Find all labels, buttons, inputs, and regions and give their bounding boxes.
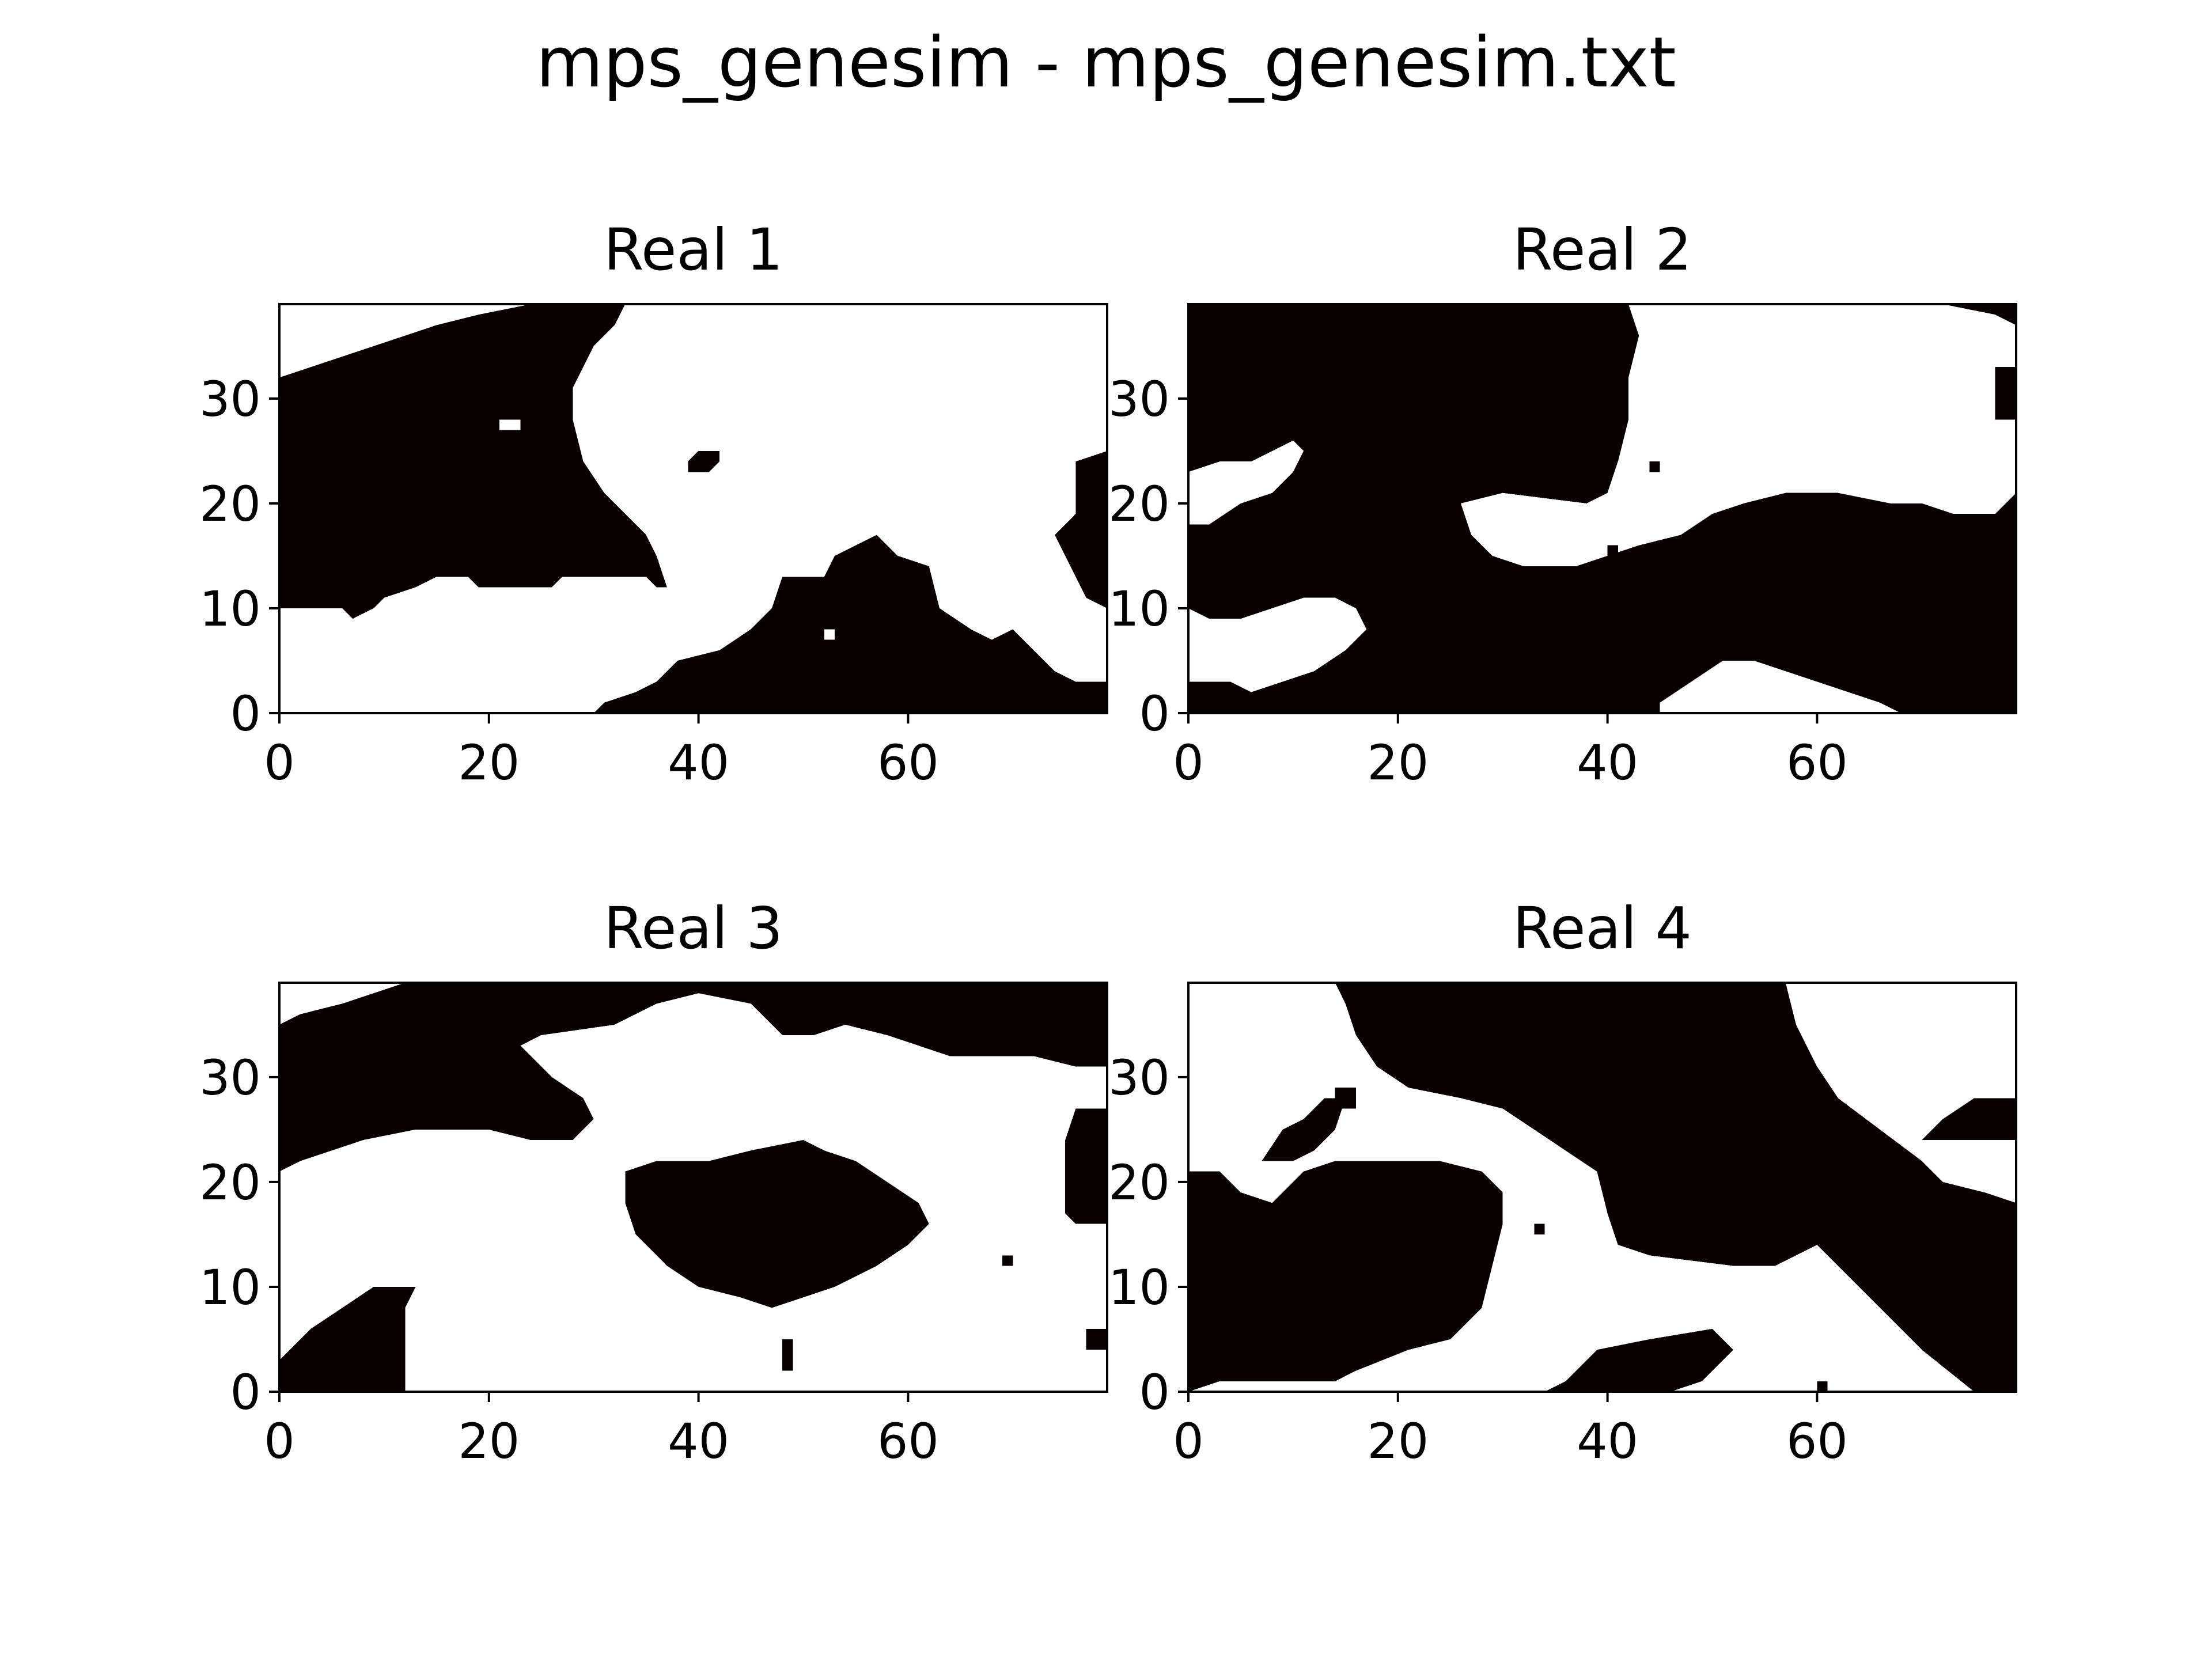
facies-0-region: [1460, 304, 2016, 567]
facies-1-region: [1534, 1224, 1545, 1234]
facies-1-region: [688, 450, 719, 472]
x-tick-label: 40: [1577, 734, 1638, 791]
facies-1-region: [1065, 1108, 1107, 1224]
y-tick-label: 30: [199, 371, 261, 427]
facies-1-region: [1002, 1255, 1013, 1266]
y-tick-label: 0: [230, 685, 261, 742]
axes-frame: [1187, 303, 2017, 714]
subplot-real-3: Real 3 0 20 40 60 0 10 20 30: [199, 895, 1108, 1469]
facies-1-region: [625, 1140, 929, 1308]
y-tick-label: 10: [1108, 581, 1170, 637]
subplot-title: Real 4: [1513, 895, 1692, 962]
facies-1-region: [279, 304, 667, 619]
facies-field: [1188, 983, 2016, 1392]
facies-1-region: [1817, 1381, 1828, 1392]
facies-field: [1188, 304, 2016, 713]
y-tick-label: 0: [1139, 685, 1170, 742]
facies-field: [279, 304, 1107, 713]
facies-1-region: [1995, 367, 2016, 420]
y-tick-label: 0: [1139, 1364, 1170, 1421]
subplot-real-1: Real 1 0 20 40 60 0 10 20 30: [199, 216, 1108, 791]
x-tick-label: 40: [1577, 1413, 1638, 1469]
facies-0-region: [1660, 661, 1901, 713]
subplot-real-2: Real 2 0 20 40 60 0 10 20 30: [1108, 216, 2017, 791]
x-tick-label: 60: [877, 1413, 939, 1469]
y-tick-label: 10: [199, 1259, 261, 1316]
facies-1-region: [1922, 1098, 2016, 1141]
facies-1-region: [1649, 461, 1660, 472]
axes-frame: [278, 982, 1108, 1393]
facies-1-region: [1335, 983, 2016, 1392]
figure-suptitle: mps_genesim - mps_genesim.txt: [536, 23, 1676, 103]
subplot-title: Real 2: [1513, 216, 1692, 283]
facies-1-region: [279, 1286, 416, 1392]
facies-1-region: [593, 535, 1107, 713]
y-tick-label: 20: [199, 476, 261, 532]
x-tick-label: 40: [668, 1413, 729, 1469]
x-tick-label: 20: [458, 734, 520, 791]
x-tick-label: 40: [668, 734, 729, 791]
y-tick-label: 20: [199, 1154, 261, 1211]
facies-0-region: [1188, 597, 1367, 692]
x-tick-label: 0: [264, 1413, 294, 1469]
facies-1-region: [1544, 1328, 1733, 1392]
facies-1-region: [1335, 1088, 1356, 1109]
facies-0-region: [499, 419, 521, 430]
facies-0-region: [1974, 388, 1995, 399]
x-tick-label: 20: [458, 1413, 520, 1469]
facies-0-region: [824, 629, 835, 640]
facies-1-region: [279, 983, 1107, 1172]
y-tick-label: 10: [199, 581, 261, 637]
axes-frame: [1187, 982, 2017, 1393]
x-tick-label: 0: [1173, 1413, 1203, 1469]
facies-field: [279, 983, 1107, 1392]
y-tick-label: 10: [1108, 1259, 1170, 1316]
x-tick-label: 60: [1786, 1413, 1848, 1469]
x-tick-label: 20: [1367, 1413, 1429, 1469]
y-tick-label: 0: [230, 1364, 261, 1421]
x-tick-label: 20: [1367, 734, 1429, 791]
facies-1-region: [1262, 1098, 1346, 1161]
x-tick-label: 0: [1173, 734, 1203, 791]
y-tick-label: 30: [1108, 1050, 1170, 1106]
facies-1-region: [782, 1339, 793, 1371]
x-tick-label: 0: [264, 734, 294, 791]
subplot-title: Real 1: [604, 216, 783, 283]
x-tick-label: 60: [1786, 734, 1848, 791]
facies-1-region: [1055, 450, 1107, 608]
facies-1-region: [1607, 545, 1618, 556]
y-tick-label: 30: [1108, 371, 1170, 427]
subplot-title: Real 3: [604, 895, 783, 962]
facies-1-region: [1188, 1161, 1503, 1392]
facies-0-region: [1188, 440, 1304, 525]
facies-1-region: [1086, 1328, 1107, 1350]
axes-frame: [278, 303, 1108, 714]
y-tick-label: 20: [1108, 476, 1170, 532]
y-tick-label: 20: [1108, 1154, 1170, 1211]
y-tick-label: 30: [199, 1050, 261, 1106]
x-tick-label: 60: [877, 734, 939, 791]
subplot-real-4: Real 4 0 20 40 60 0 10 20 30: [1108, 895, 2017, 1469]
